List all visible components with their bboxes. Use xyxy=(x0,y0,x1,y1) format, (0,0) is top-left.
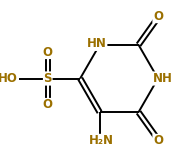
Text: O: O xyxy=(43,46,53,59)
Text: S: S xyxy=(43,72,52,85)
Text: HN: HN xyxy=(87,37,107,50)
Text: O: O xyxy=(43,98,53,111)
Text: HO: HO xyxy=(0,72,18,85)
Text: O: O xyxy=(153,10,163,23)
Text: H₂N: H₂N xyxy=(89,134,114,147)
Text: O: O xyxy=(153,134,163,147)
Text: NH: NH xyxy=(153,72,173,85)
